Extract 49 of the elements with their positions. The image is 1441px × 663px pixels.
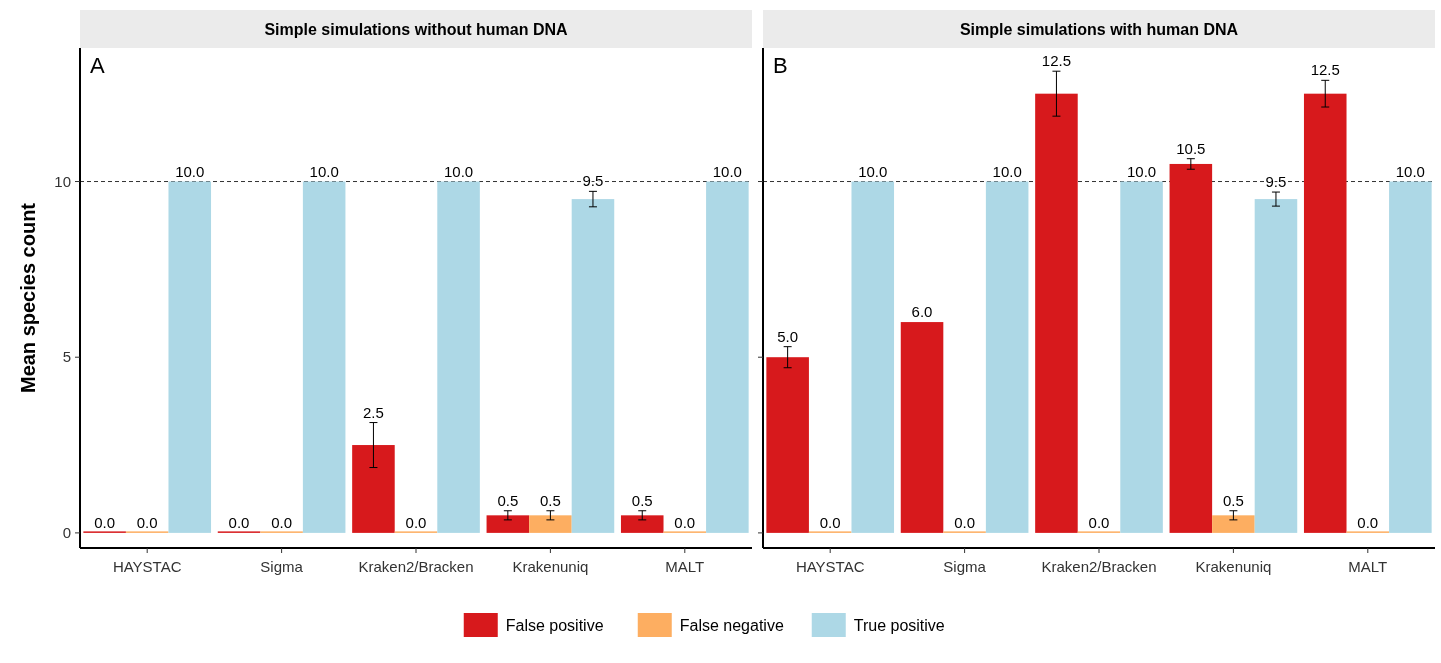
chart-title: Simple simulations with human DNA [959,21,1239,38]
legend-label: True positive [853,617,945,634]
x-tick-label: MALT [665,558,705,575]
legend-label: False positive [505,617,604,634]
x-tick-label: Krakenuniq [1195,558,1272,575]
y-tick-label: 0 [62,523,71,541]
data-label: 0.5 [497,491,519,509]
data-label: 10.0 [309,162,339,180]
data-label: 2.5 [363,403,384,421]
y-tick-label: 5 [62,348,71,366]
x-tick-label: Sigma [943,558,987,575]
data-label: 10.0 [1395,162,1425,180]
x-tick-label: MALT [1348,558,1388,575]
data-label: 10.0 [1126,162,1157,180]
data-label: 0.5 [1222,491,1244,509]
data-label: 0.5 [631,491,653,509]
x-tick-label: HAYSTAC [795,558,865,575]
data-label: 0.0 [1357,513,1379,531]
data-label: 0.0 [954,513,976,531]
data-label: 0.0 [271,513,293,531]
data-label: 0.0 [1088,513,1110,531]
data-label: 10.0 [443,162,474,180]
data-label: 6.0 [911,303,933,321]
legend-label: False negative [679,617,784,634]
x-tick-label: Sigma [260,558,304,575]
data-label: 0.0 [405,513,427,531]
annotation: B [773,53,788,78]
data-label: 0.0 [674,513,696,531]
x-tick-label: Kraken2/Bracken [1041,558,1157,575]
chart-title: Simple simulations without human DNA [264,21,569,38]
data-label: 0.0 [819,513,841,531]
x-tick-label: HAYSTAC [112,558,182,575]
data-label: 12.5 [1041,52,1072,70]
data-label: 10.0 [858,162,888,180]
data-label: 10.5 [1176,139,1206,157]
data-label: 0.5 [539,491,561,509]
y-tick-label: 10 [54,172,71,190]
data-label: 0.0 [136,513,158,531]
data-label: 10.0 [175,162,205,180]
x-tick-label: Kraken2/Bracken [358,558,474,575]
data-label: 10.0 [992,162,1022,180]
data-label: 0.0 [228,513,250,531]
annotation: A [90,53,105,78]
data-label: 12.5 [1310,61,1340,79]
data-label: 0.0 [94,513,116,531]
y-axis-title: Mean species count [17,202,39,394]
data-label: 10.0 [712,162,742,180]
x-tick-label: Krakenuniq [512,558,589,575]
data-label: 5.0 [777,327,799,345]
